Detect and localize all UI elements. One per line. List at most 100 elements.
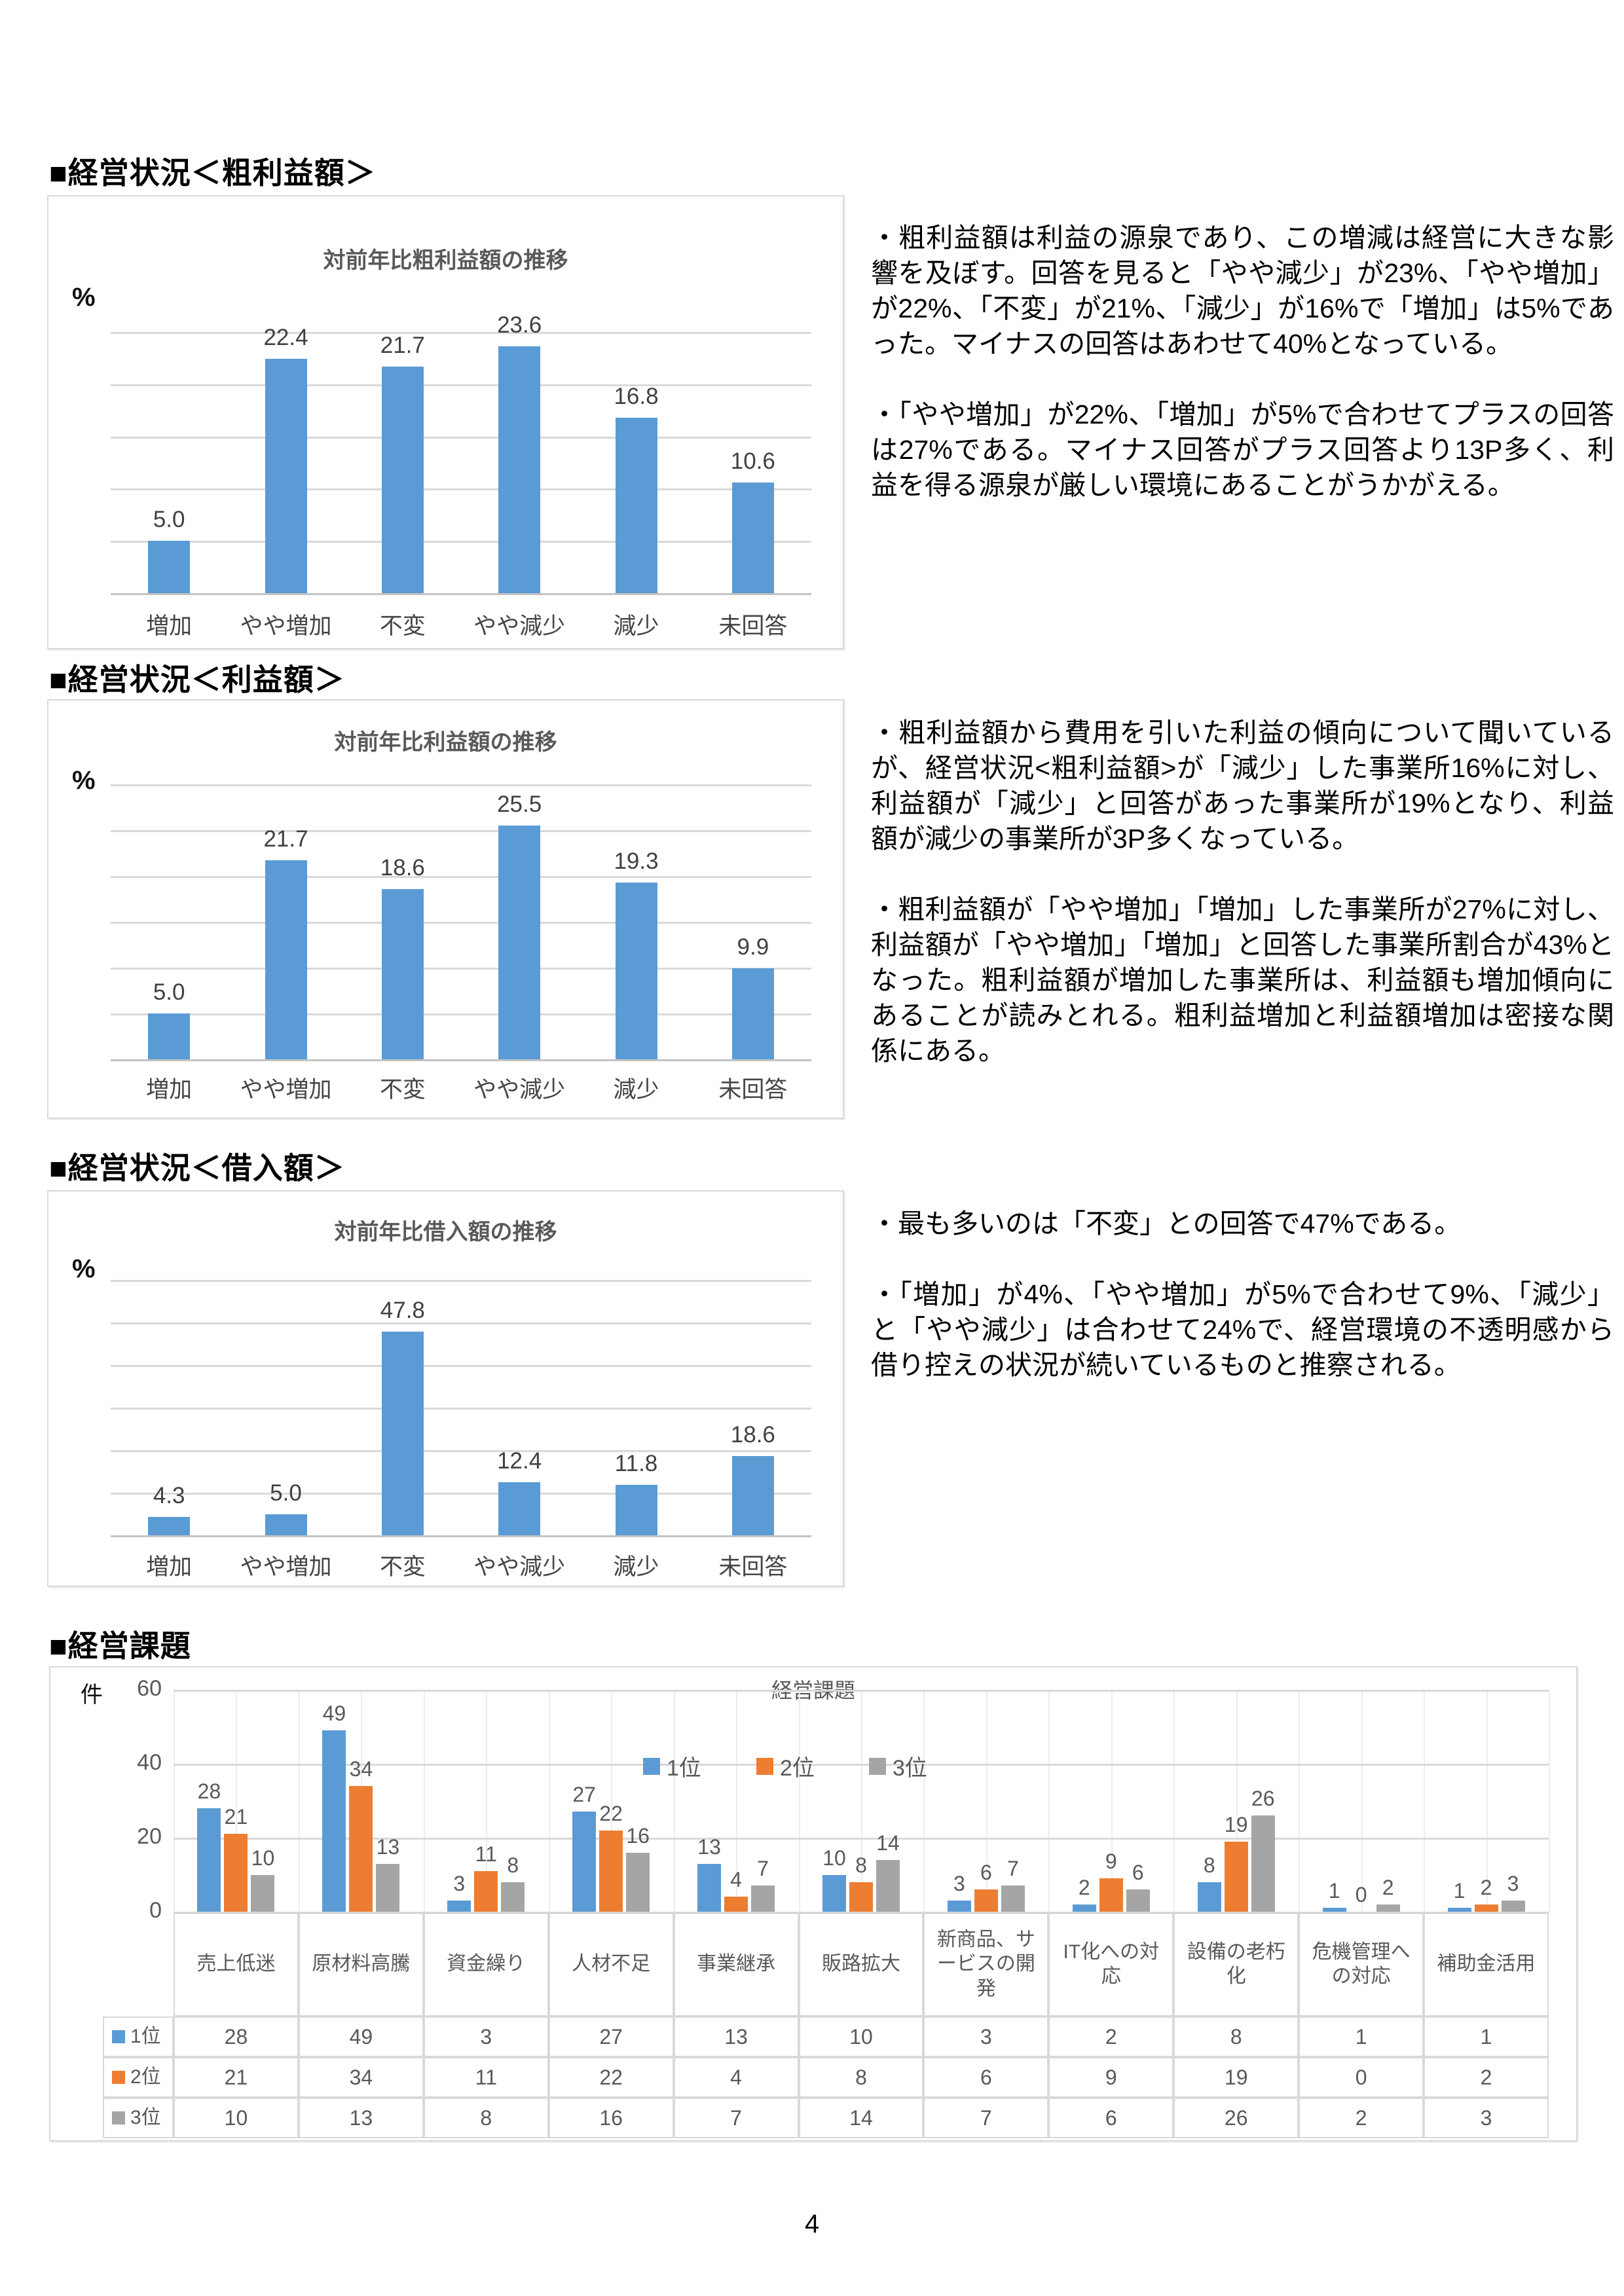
data-label: 12.4 — [497, 1448, 542, 1474]
table-category-header: 資金繰り — [423, 1912, 549, 2016]
y-axis-tick: 60 — [137, 1676, 162, 1701]
table-row-label: 1位 — [130, 2026, 161, 2048]
data-label: 16 — [626, 1823, 650, 1848]
gridline — [111, 1408, 811, 1410]
vertical-gridline — [298, 1690, 300, 1912]
data-label: 47.8 — [380, 1298, 425, 1324]
table-cell: 16 — [548, 2098, 674, 2138]
gridline — [111, 384, 811, 386]
table-cell: 7 — [673, 2098, 799, 2138]
data-label: 10 — [251, 1846, 275, 1870]
legend-label: 2位 — [780, 1756, 815, 1781]
bar — [697, 1863, 722, 1912]
bar — [731, 968, 774, 1059]
bar — [501, 1882, 525, 1912]
bar — [148, 1517, 191, 1535]
table-category-header: 設備の老朽化 — [1173, 1912, 1299, 2016]
data-label: 28 — [197, 1779, 221, 1803]
vertical-gridline — [1048, 1690, 1050, 1912]
bar — [381, 366, 424, 593]
bar — [724, 1897, 748, 1912]
vertical-gridline — [673, 1690, 675, 1912]
bar — [1072, 1904, 1096, 1912]
data-label: 14 — [876, 1831, 900, 1855]
table-cell: 2 — [1424, 2057, 1549, 2098]
bar — [1126, 1889, 1150, 1912]
table-cell: 22 — [548, 2057, 674, 2098]
data-label: 18.6 — [380, 854, 425, 881]
bar — [148, 541, 191, 593]
legend-color-chip — [112, 2111, 125, 2124]
table-cell: 21 — [174, 2057, 299, 2098]
bar — [265, 860, 307, 1059]
category-label: 不変 — [379, 613, 426, 639]
bar — [1251, 1815, 1275, 1912]
data-label: 10.6 — [730, 448, 775, 474]
bar — [1474, 1904, 1498, 1912]
y-axis-unit-label: % — [72, 766, 96, 795]
data-label: 21.7 — [263, 826, 308, 852]
table-row-header: 3位 — [103, 2098, 174, 2138]
gridline — [111, 830, 811, 832]
x-axis-line — [111, 593, 811, 595]
x-axis-line — [111, 1535, 811, 1537]
category-label: やや減少 — [473, 1077, 566, 1102]
data-label: 23.6 — [497, 312, 542, 338]
bar — [1224, 1841, 1248, 1912]
gridline — [111, 784, 811, 786]
table-cell: 4 — [673, 2057, 799, 2098]
commentary-paragraph: ・粗利益額は利益の源泉であり、この増減は経営に大きな影響を及ぼす。回答を見ると「… — [871, 223, 1614, 359]
data-label: 19 — [1224, 1812, 1248, 1836]
bar — [849, 1882, 873, 1912]
table-category-header: 事業継承 — [673, 1912, 799, 2016]
data-label: 8 — [507, 1853, 519, 1877]
legend-item: 2位 — [756, 1750, 815, 1782]
category-label: 増加 — [146, 1554, 193, 1580]
vertical-gridline — [174, 1690, 175, 1912]
y-axis-tick: 20 — [137, 1824, 162, 1849]
data-label: 18.6 — [730, 1422, 775, 1448]
category-label: やや増加 — [240, 1077, 332, 1102]
legend-label: 1位 — [667, 1756, 701, 1781]
bar — [731, 482, 774, 593]
legend-label: 3位 — [893, 1756, 927, 1781]
y-axis-unit-label: % — [72, 1254, 96, 1283]
profit-chart: 対前年比利益額の推移% 5.0 増加 21.7 やや増加 18.6 不変 25.5 やや減少 19… — [47, 699, 844, 1119]
legend-color-chip — [756, 1757, 773, 1775]
table-cell: 1 — [1424, 2016, 1549, 2057]
table-category-header: 新商品、サービスの開発 — [923, 1912, 1049, 2016]
table-category-header: 販路拡大 — [798, 1912, 924, 2016]
bar — [615, 417, 657, 593]
data-label: 2 — [1078, 1875, 1090, 1899]
gridline — [111, 922, 811, 924]
legend-color-chip — [112, 2030, 125, 2043]
bar — [376, 1863, 400, 1912]
legend-color-chip — [643, 1757, 660, 1775]
bar — [1322, 1908, 1346, 1912]
table-row-header: 2位 — [103, 2057, 174, 2098]
table-category-header: 原材料高騰 — [298, 1912, 424, 2016]
bar — [615, 882, 657, 1059]
bar — [599, 1830, 623, 1912]
table-cell: 49 — [298, 2016, 424, 2057]
data-label: 26 — [1251, 1787, 1275, 1811]
bar — [876, 1859, 900, 1912]
category-label: 不変 — [379, 1077, 426, 1102]
borrowing-commentary: ・最も多いのは「不変」との回答で47%である。 ・「増加」が4%、「やや増加」が… — [871, 1206, 1614, 1418]
data-label: 1 — [1328, 1879, 1340, 1903]
table-cell: 7 — [923, 2098, 1049, 2138]
data-label: 13 — [376, 1834, 400, 1859]
table-cell: 26 — [1173, 2098, 1299, 2138]
legend-color-chip — [112, 2071, 125, 2084]
data-label: 7 — [1007, 1857, 1019, 1881]
data-label: 11 — [475, 1842, 497, 1866]
table-cell: 13 — [673, 2016, 799, 2057]
y-axis-tick: 40 — [137, 1750, 162, 1775]
vertical-gridline — [861, 1690, 862, 1912]
table-cell: 2 — [1299, 2098, 1424, 2138]
table-cell: 27 — [548, 2016, 674, 2057]
bar — [447, 1901, 471, 1912]
vertical-gridline — [736, 1690, 738, 1912]
gridline — [111, 1365, 811, 1367]
vertical-gridline — [1424, 1690, 1426, 1912]
